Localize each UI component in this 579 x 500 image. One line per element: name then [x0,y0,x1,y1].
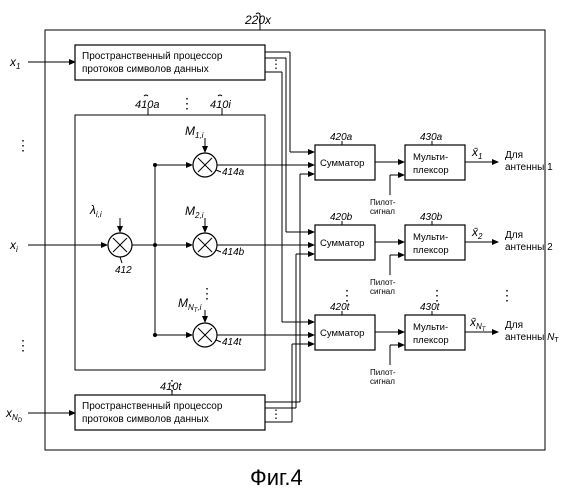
pilot-b-l1: Пилот- [370,278,396,287]
out-xn: x̄NT [469,315,487,333]
pilot-b-l2: сигнал [370,287,395,296]
mux-t-l2: плексор [413,335,449,346]
in-x1: x1 [9,55,20,71]
proc-bot-l2: протоков символов данных [82,414,209,425]
pilot-a-l1: Пилот- [370,198,396,207]
ref-414a: 414a [222,167,245,178]
figure-caption: Фиг.4 [250,465,303,490]
mux-b-l2: плексор [413,245,449,256]
vdots-1: ⋮ [180,95,194,111]
ref-414t: 414t [222,337,243,348]
pilot-t-l2: сигнал [370,377,395,386]
pilot-t-l1: Пилот- [370,368,396,377]
m1-label: M1,i [185,124,204,140]
in-xn: xND [5,406,23,424]
sum-t-lbl: Сумматор [320,328,364,339]
ref-410i: 410i [210,99,231,111]
ref-410a: 410a [135,99,159,111]
m2-label: M2,i [185,204,204,220]
proc-bot-l1: Пространственный процессор [82,401,223,412]
mux-b-l1: Мульти- [413,232,448,243]
vdots-sum: ⋮ [340,287,354,303]
vdots-2: ⋮ [165,377,179,393]
proc-box-mid [75,115,265,370]
lambda-label: λi,i [89,203,102,219]
mn-label: MNT,i [178,296,202,314]
ant1-l2: антенны 1 [505,162,553,173]
ant2-l2: антенны 2 [505,242,553,253]
antn-l1: Для [505,320,523,331]
antn-l2: антенны NT [505,332,559,344]
vdots-in-2: ⋮ [16,337,30,353]
mux-a-l2: плексор [413,165,449,176]
sum-a-lbl: Сумматор [320,158,364,169]
main-ref: 220x [244,13,272,27]
mux-a-ref: 430a [420,132,443,143]
vdots-in-1: ⋮ [16,137,30,153]
vdots-mux: ⋮ [430,287,444,303]
vdots-out: ⋮ [500,287,514,303]
sum-b-ref: 420b [330,212,353,223]
mux-t-ref: 430t [420,302,441,313]
mux-t-l1: Мульти- [413,322,448,333]
proc-top-l1: Пространственный процессор [82,51,223,62]
out-x1: x̄1 [471,145,482,161]
sum-b-lbl: Сумматор [320,238,364,249]
proc-top-l2: протоков символов данных [82,64,209,75]
ant2-l1: Для [505,230,523,241]
ref-414b: 414b [222,247,245,258]
mux-b-ref: 430b [420,212,443,223]
in-xi: xi [9,238,18,254]
mux-a-l1: Мульти- [413,152,448,163]
pilot-a-l2: сигнал [370,207,395,216]
vdots-bus-top: ⋮ [270,57,282,71]
sum-t-ref: 420t [330,302,351,313]
out-x2: x̄2 [471,225,483,241]
sum-a-ref: 420a [330,132,353,143]
vdots-bus-bot: ⋮ [270,407,282,421]
vdots-mult: ⋮ [200,285,214,301]
ant1-l1: Для [505,150,523,161]
ref-412: 412 [115,265,132,276]
